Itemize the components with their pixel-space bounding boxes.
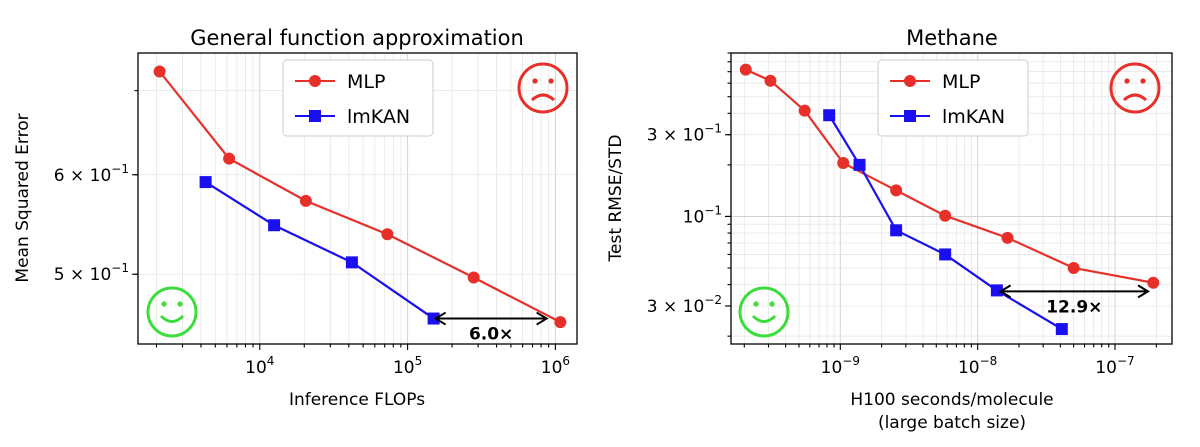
data-point-mlp <box>890 184 903 197</box>
panel-general-function-approximation: General function approximation 5 × 10−1 6… <box>13 26 578 410</box>
data-point-lmkan <box>890 224 903 237</box>
legend-lmkan-label: lmKAN <box>347 106 410 128</box>
x-axis-label: H100 seconds/molecule <box>850 390 1053 410</box>
data-point-mlp <box>299 194 312 207</box>
data-point-lmkan <box>990 284 1003 297</box>
chart-title: Methane <box>906 26 998 50</box>
speedup-label: 12.9× <box>1046 297 1102 317</box>
x-tick-label: 10−8 <box>958 354 997 378</box>
legend-mlp-marker <box>904 75 916 87</box>
data-point-mlp <box>554 316 567 329</box>
series-line-mlp <box>158 70 561 324</box>
data-point-mlp <box>153 65 166 78</box>
x-tick-label: 10−7 <box>1095 354 1134 378</box>
legend-mlp-label: MLP <box>942 71 980 93</box>
series-line-lmkan <box>828 114 1063 331</box>
data-point-mlp <box>764 74 777 87</box>
plot-frame <box>137 52 578 345</box>
arrow-head-left <box>433 311 447 326</box>
data-point-mlp <box>798 104 811 117</box>
data-point-mlp <box>939 209 952 222</box>
series-line-lmkan <box>205 181 435 320</box>
data-point-lmkan <box>853 158 866 171</box>
y-tick-label: 3 × 10−1 <box>647 122 722 146</box>
sad-face-icon <box>1109 62 1161 114</box>
data-point-mlp <box>1067 262 1080 275</box>
data-point-mlp <box>223 152 236 165</box>
data-point-mlp <box>837 157 850 170</box>
sad-face-icon <box>517 62 569 114</box>
x-axis-label-2: (large batch size) <box>878 413 1026 433</box>
data-point-mlp <box>467 271 480 284</box>
arrow-head-left <box>998 284 1012 299</box>
legend: MLP lmKAN <box>877 59 1029 137</box>
legend-lmkan-label: lmKAN <box>942 106 1005 128</box>
chart-title: General function approximation <box>190 26 524 50</box>
x-axis-label: Inference FLOPs <box>289 390 425 410</box>
x-tick-label: 10−9 <box>821 354 860 378</box>
arrow-head-right <box>536 311 549 326</box>
x-tick-label: 104 <box>245 354 274 378</box>
x-tick-label: 106 <box>541 354 570 378</box>
legend-lmkan-marker <box>309 110 321 122</box>
data-point-lmkan <box>427 312 440 325</box>
data-point-mlp <box>1001 231 1014 244</box>
data-point-lmkan <box>823 109 836 122</box>
plot-frame <box>730 52 1173 345</box>
happy-face-icon <box>146 286 198 338</box>
legend-mlp-marker <box>309 75 321 87</box>
data-point-lmkan <box>939 248 952 261</box>
data-point-lmkan <box>199 176 212 189</box>
y-tick-label: 10−1 <box>683 203 722 227</box>
data-point-mlp <box>381 228 394 241</box>
y-tick-label: 5 × 10−1 <box>54 261 129 285</box>
legend-lmkan-marker <box>904 110 916 122</box>
arrow-head-right <box>1137 284 1151 299</box>
data-point-lmkan <box>268 219 281 232</box>
y-axis-label: Mean Squared Error <box>13 113 33 282</box>
legend-mlp-label: MLP <box>347 71 385 93</box>
data-point-lmkan <box>1055 323 1068 336</box>
y-tick-label: 6 × 10−1 <box>54 162 129 186</box>
y-axis-label: Test RMSE/STD <box>606 135 626 263</box>
y-tick-label: 3 × 10−2 <box>647 293 722 317</box>
data-point-mlp <box>1147 276 1160 289</box>
legend: MLP lmKAN <box>282 59 434 137</box>
data-point-mlp <box>739 63 752 76</box>
data-point-lmkan <box>345 256 358 269</box>
happy-face-icon <box>738 286 790 338</box>
speedup-label: 6.0× <box>469 325 513 345</box>
panel-methane: Methane 3 × 10−2 10−1 3 × 10−1 10−9 10−8 10−7… <box>606 26 1173 433</box>
x-tick-label: 105 <box>393 354 422 378</box>
